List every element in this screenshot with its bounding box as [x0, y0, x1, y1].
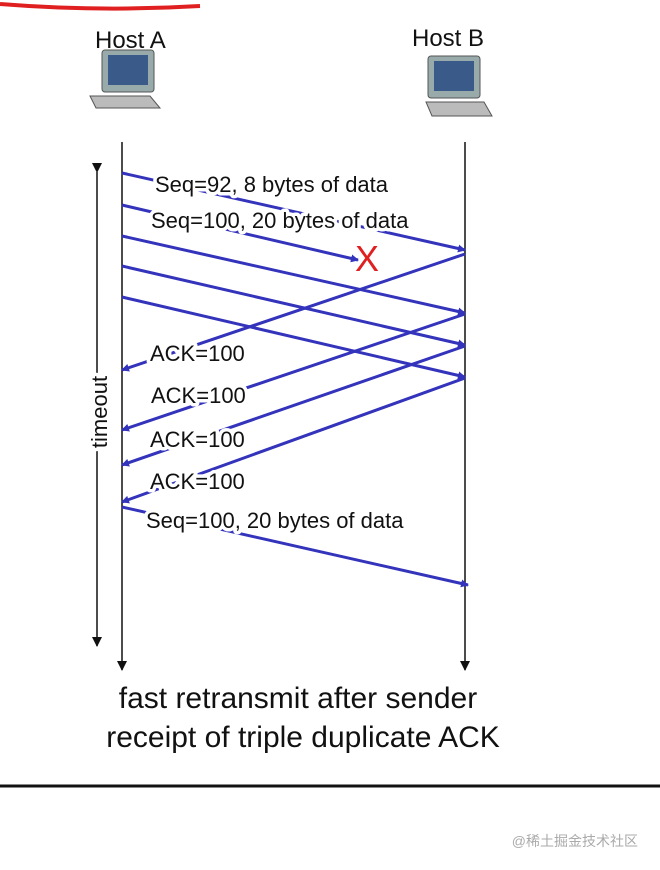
watermark: @稀土掘金技术社区: [512, 833, 638, 849]
red-stroke: [0, 2, 201, 11]
message-label: ACK=100: [150, 341, 245, 366]
segment-arrow: [121, 171, 466, 253]
segment-arrow: [121, 295, 466, 380]
host-a-icon: [89, 49, 162, 109]
retransmit-arrow: [121, 505, 469, 588]
message-label: Seq=100, 20 bytes of data: [151, 208, 409, 233]
message-label: Seq=92, 8 bytes of data: [155, 172, 389, 197]
host-label: Host B: [412, 25, 484, 52]
messages: [121, 171, 469, 588]
message-label: ACK=100: [150, 469, 245, 494]
host-b-icon: [425, 55, 493, 117]
message-label: ACK=100: [150, 427, 245, 452]
timeout-label: timeout: [87, 376, 112, 448]
ack-arrow: [121, 344, 466, 467]
host-label: Host A: [95, 27, 166, 54]
segment-arrow: [121, 264, 466, 348]
ack-arrow: [121, 252, 466, 372]
segment-arrow: [121, 234, 466, 316]
caption: receipt of triple duplicate ACK: [106, 721, 500, 754]
caption: fast retransmit after sender: [119, 682, 477, 715]
message-label: Seq=100, 20 bytes of data: [146, 508, 404, 533]
ack-arrow: [121, 312, 466, 432]
message-label: ACK=100: [151, 383, 246, 408]
loss-mark: X: [355, 238, 379, 279]
ack-arrow: [121, 376, 466, 504]
segment-arrow: [121, 203, 359, 263]
